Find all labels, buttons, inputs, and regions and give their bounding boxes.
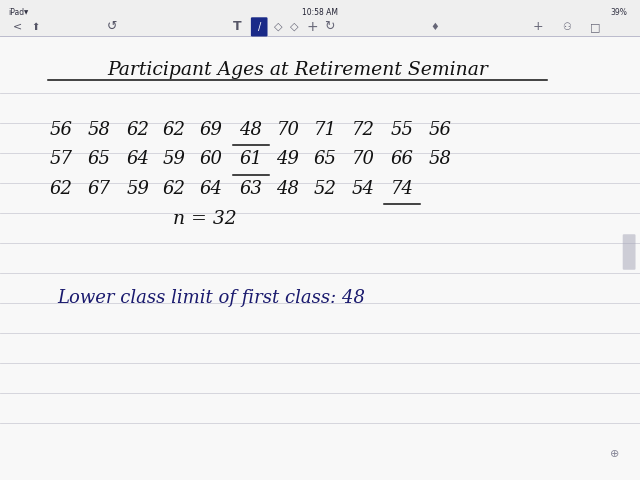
Text: 72: 72: [352, 120, 375, 139]
Text: 58: 58: [429, 150, 452, 168]
Text: 59: 59: [126, 180, 149, 198]
Text: 66: 66: [390, 150, 413, 168]
Text: 62: 62: [163, 120, 186, 139]
Text: +: +: [532, 20, 543, 34]
Text: 48: 48: [239, 120, 262, 139]
Text: 58: 58: [88, 120, 111, 139]
Text: 70: 70: [352, 150, 375, 168]
Text: +: +: [307, 20, 318, 34]
Text: 64: 64: [126, 150, 149, 168]
Text: ↺: ↺: [107, 20, 117, 34]
Text: ◇: ◇: [290, 22, 299, 32]
Text: 54: 54: [352, 180, 375, 198]
Text: 56: 56: [49, 120, 72, 139]
Text: 61: 61: [239, 150, 262, 168]
Text: 59: 59: [163, 150, 186, 168]
Text: T: T: [232, 20, 241, 34]
Text: ⊕: ⊕: [610, 449, 619, 458]
Text: /: /: [257, 22, 261, 32]
Text: iPad: iPad: [8, 8, 24, 17]
Text: 55: 55: [390, 120, 413, 139]
Text: 56: 56: [429, 120, 452, 139]
Text: 69: 69: [200, 120, 223, 139]
Text: 62: 62: [126, 120, 149, 139]
FancyBboxPatch shape: [251, 17, 268, 36]
Text: ◇: ◇: [274, 22, 283, 32]
Text: 63: 63: [239, 180, 262, 198]
Text: □: □: [590, 22, 600, 32]
Text: Participant Ages at Retirement Seminar: Participant Ages at Retirement Seminar: [107, 60, 488, 79]
Text: 39%: 39%: [611, 8, 627, 17]
Text: <: <: [13, 22, 22, 32]
Text: 52: 52: [314, 180, 337, 198]
Text: n = 32: n = 32: [173, 210, 237, 228]
Text: 71: 71: [314, 120, 337, 139]
Text: 70: 70: [276, 120, 300, 139]
Text: ↻: ↻: [324, 20, 335, 34]
FancyBboxPatch shape: [623, 234, 636, 270]
Text: 57: 57: [49, 150, 72, 168]
Text: 74: 74: [390, 180, 413, 198]
Text: 49: 49: [276, 150, 300, 168]
Text: 65: 65: [88, 150, 111, 168]
Text: ♦: ♦: [431, 22, 440, 32]
Text: 65: 65: [314, 150, 337, 168]
Text: 60: 60: [200, 150, 223, 168]
Text: 62: 62: [49, 180, 72, 198]
Text: ⬆: ⬆: [31, 22, 39, 32]
Text: 10:58 AM: 10:58 AM: [302, 8, 338, 17]
Text: Lower class limit of first class: 48: Lower class limit of first class: 48: [58, 288, 365, 307]
Text: 48: 48: [276, 180, 300, 198]
Text: ⚇: ⚇: [562, 22, 571, 32]
Text: 62: 62: [163, 180, 186, 198]
Text: ▼: ▼: [24, 10, 29, 15]
Text: 67: 67: [88, 180, 111, 198]
Bar: [0, 0, 640, 36]
Text: 64: 64: [200, 180, 223, 198]
